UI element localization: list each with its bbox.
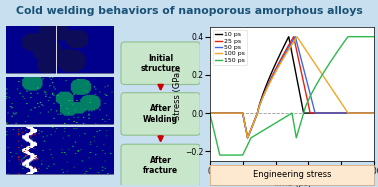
50 ps bbox=[293, 36, 297, 38]
150 ps bbox=[369, 36, 373, 38]
Line: 25 ps: 25 ps bbox=[210, 37, 374, 138]
100 ps bbox=[236, 112, 240, 114]
10 ps bbox=[351, 112, 356, 114]
100 ps bbox=[278, 63, 282, 65]
Line: 150 ps: 150 ps bbox=[210, 37, 374, 155]
Bar bbox=[6, 26, 113, 73]
10 ps bbox=[226, 112, 231, 114]
FancyBboxPatch shape bbox=[121, 93, 200, 135]
25 ps bbox=[271, 73, 275, 76]
50 ps bbox=[208, 112, 212, 114]
Text: After
fracture: After fracture bbox=[143, 156, 178, 175]
25 ps bbox=[236, 112, 240, 114]
50 ps bbox=[236, 112, 240, 114]
10 ps bbox=[236, 112, 240, 114]
150 ps bbox=[351, 36, 356, 38]
100 ps bbox=[208, 112, 212, 114]
25 ps bbox=[372, 112, 376, 114]
150 ps bbox=[271, 123, 275, 126]
Text: Cold welding behaviors of nanoporous amorphous alloys: Cold welding behaviors of nanoporous amo… bbox=[15, 6, 363, 16]
100 ps bbox=[372, 112, 376, 114]
Text: Initial
structure: Initial structure bbox=[141, 53, 181, 73]
150 ps bbox=[372, 36, 376, 38]
10 ps bbox=[372, 112, 376, 114]
100 ps bbox=[294, 36, 299, 38]
10 ps bbox=[245, 137, 250, 139]
10 ps bbox=[369, 112, 373, 114]
50 ps bbox=[278, 61, 282, 64]
50 ps bbox=[245, 137, 250, 139]
FancyBboxPatch shape bbox=[121, 144, 200, 187]
150 ps bbox=[278, 119, 282, 121]
25 ps bbox=[245, 137, 250, 139]
100 ps bbox=[226, 112, 231, 114]
25 ps bbox=[208, 112, 212, 114]
10 ps bbox=[287, 36, 291, 38]
X-axis label: Time (ps): Time (ps) bbox=[272, 179, 312, 187]
100 ps bbox=[271, 76, 275, 78]
150 ps bbox=[217, 154, 222, 156]
25 ps bbox=[291, 36, 296, 38]
100 ps bbox=[245, 137, 250, 139]
25 ps bbox=[278, 60, 282, 62]
Bar bbox=[6, 128, 113, 174]
25 ps bbox=[369, 112, 373, 114]
10 ps bbox=[271, 68, 275, 71]
50 ps bbox=[226, 112, 231, 114]
100 ps bbox=[351, 112, 356, 114]
10 ps bbox=[208, 112, 212, 114]
50 ps bbox=[271, 75, 275, 77]
Line: 100 ps: 100 ps bbox=[210, 37, 374, 138]
25 ps bbox=[351, 112, 356, 114]
50 ps bbox=[351, 112, 356, 114]
150 ps bbox=[346, 36, 350, 38]
FancyBboxPatch shape bbox=[121, 42, 200, 85]
Y-axis label: Stress (GPa): Stress (GPa) bbox=[174, 68, 183, 120]
100 ps bbox=[369, 112, 373, 114]
50 ps bbox=[372, 112, 376, 114]
Line: 10 ps: 10 ps bbox=[210, 37, 374, 138]
Bar bbox=[6, 77, 113, 124]
25 ps bbox=[226, 112, 231, 114]
50 ps bbox=[369, 112, 373, 114]
10 ps bbox=[278, 53, 282, 55]
Legend: 10 ps, 25 ps, 50 ps, 100 ps, 150 ps: 10 ps, 25 ps, 50 ps, 100 ps, 150 ps bbox=[213, 30, 247, 65]
150 ps bbox=[208, 112, 212, 114]
150 ps bbox=[236, 154, 241, 156]
Text: Engineering stress: Engineering stress bbox=[253, 170, 331, 179]
Line: 50 ps: 50 ps bbox=[210, 37, 374, 138]
150 ps bbox=[226, 154, 231, 156]
Text: After
Welding: After Welding bbox=[143, 104, 178, 124]
